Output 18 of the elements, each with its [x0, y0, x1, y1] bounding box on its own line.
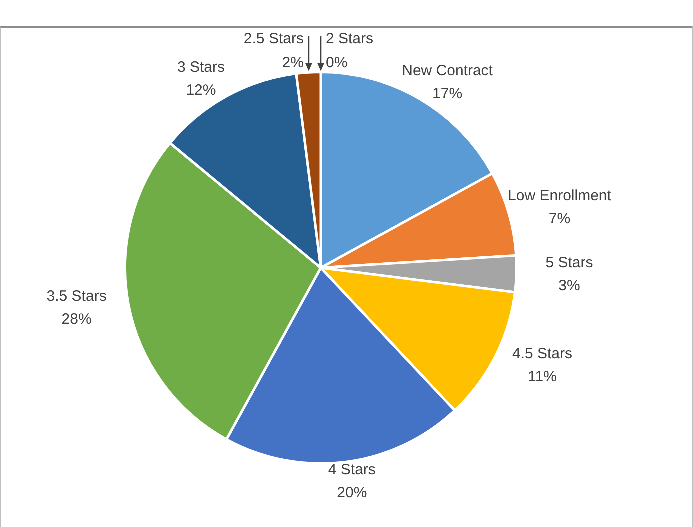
data-label: 11% — [528, 368, 557, 386]
data-label: 20% — [337, 484, 368, 502]
data-label: 12% — [186, 82, 216, 99]
slice-label: 4.5 Stars — [512, 345, 573, 362]
data-label: 28% — [62, 310, 92, 328]
category-label: 2 Stars — [326, 30, 374, 48]
text: 0% — [326, 54, 348, 72]
slice-label: New Contract — [402, 62, 494, 80]
data-label: 2% — [282, 54, 304, 72]
slice-label: 2.5 Stars — [244, 30, 304, 48]
slice-label: 3 Stars — [177, 58, 225, 76]
slice-label: 5 Stars — [546, 254, 594, 272]
slice-label: 4 Stars — [328, 461, 376, 478]
data-label: 17% — [432, 85, 463, 102]
slice-label: Low Enrollment — [508, 188, 612, 205]
slice-label: 3.5 Stars — [46, 288, 107, 305]
data-label: 7% — [548, 210, 571, 228]
data-label: 3% — [558, 277, 580, 294]
